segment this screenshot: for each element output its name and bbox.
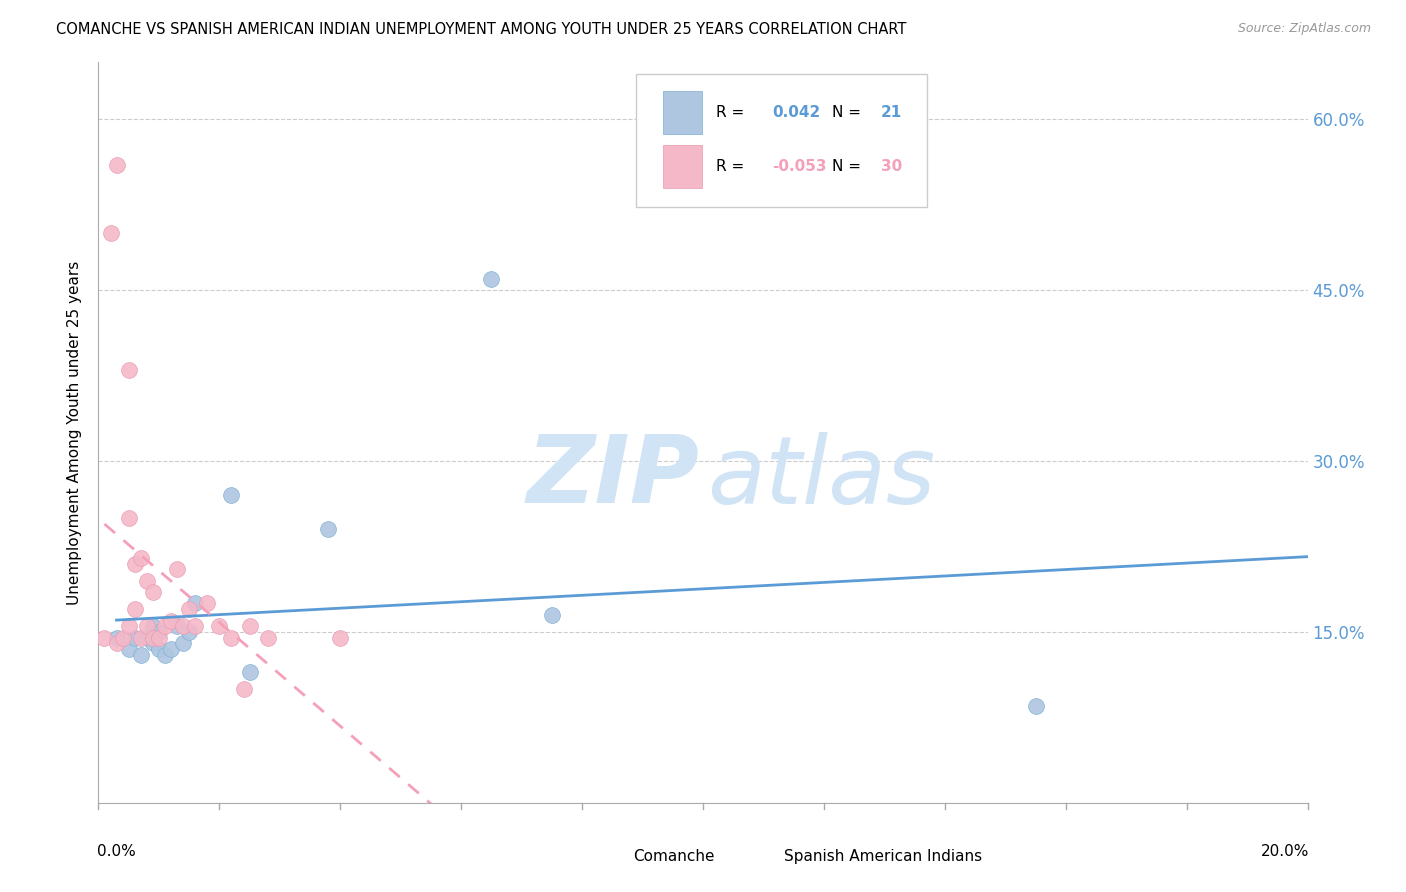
Point (208, 619, 231, 633)
Point (118, 642, 141, 657)
Text: N =: N = (832, 159, 862, 174)
Point (129, 631, 152, 645)
Point (239, 665, 262, 679)
Text: 0.0%: 0.0% (97, 844, 136, 858)
Text: 0.042: 0.042 (772, 104, 820, 120)
Point (160, 642, 183, 657)
Point (221, 631, 243, 645)
Point (166, 562, 188, 576)
Text: atlas: atlas (707, 432, 935, 523)
Point (124, 602, 146, 616)
Point (153, 619, 176, 633)
Point (239, 619, 262, 633)
Point (172, 636, 194, 650)
Text: COMANCHE VS SPANISH AMERICAN INDIAN UNEMPLOYMENT AMONG YOUTH UNDER 25 YEARS CORR: COMANCHE VS SPANISH AMERICAN INDIAN UNEM… (56, 22, 907, 37)
Point (105, 631, 128, 645)
FancyBboxPatch shape (637, 73, 927, 207)
Point (316, 523, 339, 537)
FancyBboxPatch shape (745, 841, 776, 875)
Point (179, 624, 201, 639)
Point (118, 619, 141, 633)
Point (184, 619, 207, 633)
Text: Comanche: Comanche (633, 848, 714, 863)
Text: Source: ZipAtlas.com: Source: ZipAtlas.com (1237, 22, 1371, 36)
Point (142, 636, 165, 650)
Text: Spanish American Indians: Spanish American Indians (785, 848, 983, 863)
Point (142, 585, 165, 599)
Point (329, 631, 352, 645)
Point (232, 681, 254, 696)
Point (1024, 698, 1046, 713)
Point (540, 607, 562, 622)
Text: ZIP: ZIP (526, 431, 699, 523)
Text: -0.053: -0.053 (772, 159, 827, 174)
Point (184, 597, 207, 611)
FancyBboxPatch shape (664, 91, 702, 134)
Point (129, 648, 152, 662)
Point (111, 631, 134, 645)
Point (118, 363, 141, 377)
Point (142, 631, 165, 645)
Point (124, 631, 146, 645)
Point (118, 511, 141, 525)
Point (481, 272, 503, 286)
Point (172, 619, 194, 633)
Text: N =: N = (832, 104, 862, 120)
Point (160, 614, 183, 628)
Point (148, 631, 170, 645)
Point (100, 227, 122, 241)
Point (179, 602, 201, 616)
Point (93, 631, 115, 645)
Y-axis label: Unemployment Among Youth under 25 years: Unemployment Among Youth under 25 years (67, 260, 83, 605)
Text: 21: 21 (880, 104, 903, 120)
Point (105, 636, 128, 650)
Point (256, 631, 278, 645)
Point (166, 619, 188, 633)
Point (124, 557, 146, 571)
Point (129, 550, 152, 565)
Point (105, 158, 128, 172)
Point (148, 642, 170, 657)
Point (135, 619, 157, 633)
Text: R =: R = (716, 104, 745, 120)
Point (135, 631, 157, 645)
Point (153, 648, 176, 662)
Point (135, 574, 157, 588)
FancyBboxPatch shape (664, 145, 702, 187)
Text: 30: 30 (880, 159, 903, 174)
Point (142, 619, 165, 633)
Point (148, 624, 170, 639)
Text: 20.0%: 20.0% (1260, 844, 1309, 858)
Text: R =: R = (716, 159, 745, 174)
Point (195, 597, 218, 611)
Point (221, 488, 243, 502)
FancyBboxPatch shape (595, 841, 624, 875)
